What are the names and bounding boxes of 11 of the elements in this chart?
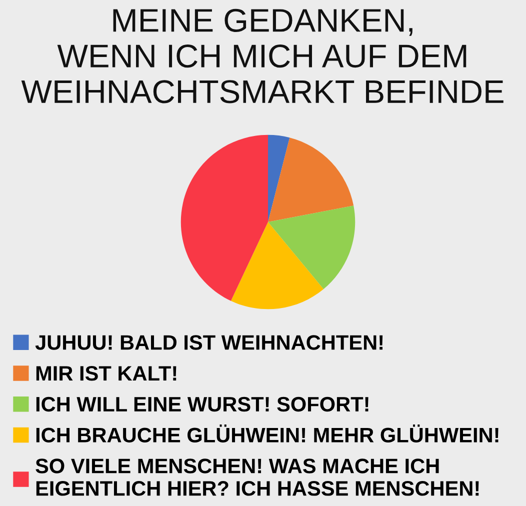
legend-label: JUHUU! BALD IST WEIHNACHTEN! [35, 335, 383, 350]
legend-label: MIR IST KALT! [36, 366, 176, 381]
pie-slice [268, 138, 354, 222]
legend-label: ICH WILL EINE WURST! SOFORT! [36, 396, 368, 412]
pie-slice [230, 222, 324, 310]
pie-slice [268, 206, 356, 290]
legend-label: ICH BRAUCHE GLÜHWEIN! MEHR GLÜHWEIN! [36, 424, 498, 442]
legend-label: SO VIELE MENSCHEN! WAS MACHE ICH EIGENTLICH HIER? ICH HASSE MENSCHEN! [36, 458, 479, 496]
chart-title: MEINE GEDANKEN, WENN ICH MICH AUF DEM WEIHNACHTSMARKT BEFINDE [21, 8, 504, 104]
pie-slice [180, 134, 268, 301]
pie-slice [268, 134, 290, 222]
